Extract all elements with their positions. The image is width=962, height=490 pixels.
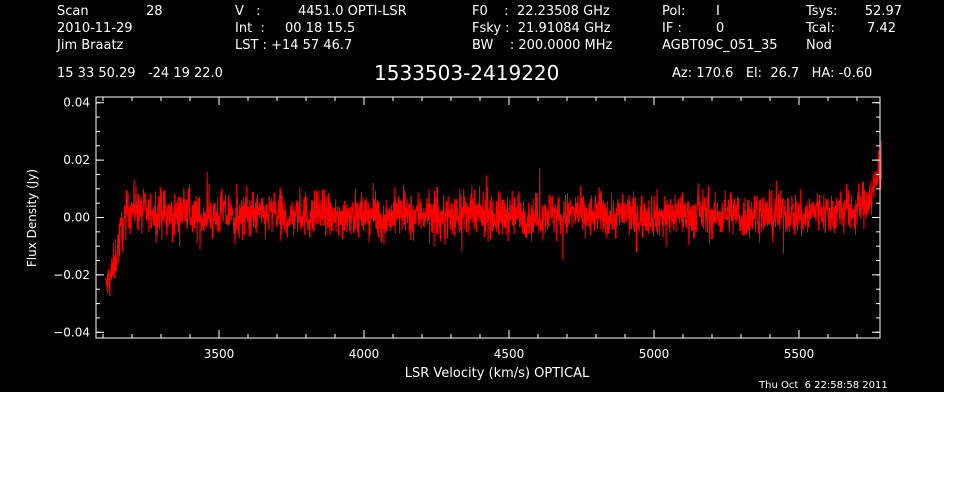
spectrum-plot: 3500 4000 4500 5000 5500 −0.04 −0.02 0.00 0.02 0.… bbox=[25, 96, 883, 381]
tcal-label: Tcal: bbox=[806, 21, 835, 36]
y-axis-label: Flux Density (Jy) bbox=[25, 169, 39, 267]
y-tick-label: 0.02 bbox=[63, 153, 90, 167]
bandwidth: BW : 200.0000 MHz bbox=[472, 38, 613, 53]
int-value: 00 18 15.5 bbox=[285, 21, 356, 36]
observer: Jim Braatz bbox=[57, 38, 124, 53]
if-label: IF : bbox=[662, 21, 682, 36]
x-tick-label: 4500 bbox=[494, 347, 525, 361]
lst: LST : +14 57 46.7 bbox=[235, 38, 353, 53]
tsys-label: Tsys: bbox=[806, 4, 838, 19]
source-name: 1533503-2419220 bbox=[374, 61, 560, 85]
velocity-value: 4451.0 OPTI-LSR bbox=[298, 4, 407, 19]
sky-frequency: Fsky : 21.91084 GHz bbox=[472, 21, 611, 36]
x-axis-label: LSR Velocity (km/s) OPTICAL bbox=[405, 366, 590, 381]
pol-label: Pol: bbox=[662, 4, 686, 19]
spectrum-series-line bbox=[105, 140, 883, 297]
timestamp: Thu Oct 6 22:58:58 2011 bbox=[759, 380, 888, 391]
x-tick-label: 3500 bbox=[204, 347, 235, 361]
if-value: 0 bbox=[716, 21, 725, 36]
tsys-value: 52.97 bbox=[864, 4, 902, 19]
y-tick-label: 0.04 bbox=[63, 96, 90, 110]
spectrum-panel: Scan 28 2010-11-29 Jim Braatz V : 4451.0… bbox=[0, 0, 944, 392]
y-tick-label: −0.04 bbox=[53, 325, 90, 339]
az-el-ha: Az: 170.6 El: 26.7 HA: -0.60 bbox=[672, 66, 873, 81]
int-label: Int : bbox=[235, 21, 265, 36]
y-tick-label: 0.00 bbox=[63, 211, 90, 225]
velocity-label: V : bbox=[235, 4, 261, 19]
rest-frequency: F0 : 22.23508 GHz bbox=[472, 4, 610, 19]
project-id: AGBT09C_051_35 bbox=[662, 38, 778, 53]
obs-date: 2010-11-29 bbox=[57, 21, 133, 36]
x-tick-label: 5500 bbox=[784, 347, 815, 361]
scan-number: 28 bbox=[146, 4, 163, 19]
x-tick-label: 4000 bbox=[349, 347, 380, 361]
source-coordinates: 15 33 50.29 -24 19 22.0 bbox=[57, 66, 223, 81]
pol-value: I bbox=[716, 4, 720, 19]
switching-mode: Nod bbox=[806, 38, 832, 53]
y-tick-label: −0.02 bbox=[53, 268, 90, 282]
x-tick-label: 5000 bbox=[639, 347, 670, 361]
tcal-value: 7.42 bbox=[867, 21, 896, 36]
scan-label: Scan bbox=[57, 4, 89, 19]
